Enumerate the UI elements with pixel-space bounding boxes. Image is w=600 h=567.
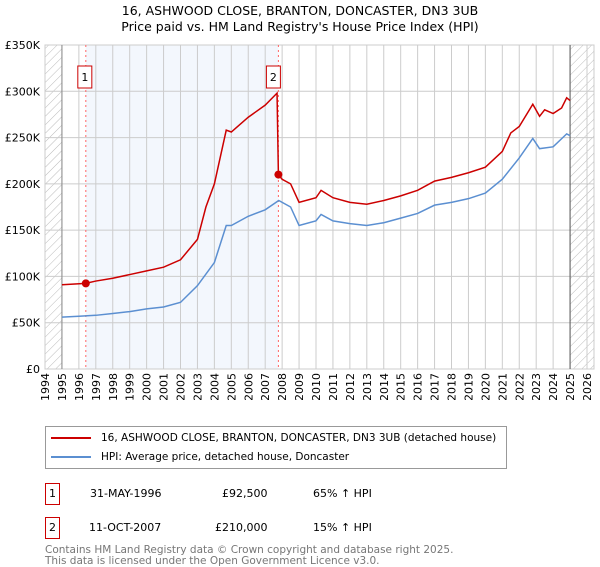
red-line-swatch xyxy=(51,437,91,439)
sale-row-2: 2 11-OCT-2007 £210,000 15% ↑ HPI xyxy=(45,517,445,539)
blue-line-swatch xyxy=(51,456,91,458)
x-tick-label: 2021 xyxy=(496,373,509,400)
x-tick-label: 2006 xyxy=(242,373,255,400)
property-series-line xyxy=(61,91,571,286)
legend-label: HPI: Average price, detached house, Donc… xyxy=(101,451,350,463)
sale-point xyxy=(81,279,90,288)
x-tick-label: 2025 xyxy=(564,373,577,400)
x-tick-label: 2008 xyxy=(276,373,289,400)
sale-date: 31-MAY-1996 xyxy=(90,487,162,500)
chart-title: 16, ASHWOOD CLOSE, BRANTON, DONCASTER, D… xyxy=(121,3,479,18)
sale-label-box xyxy=(77,65,93,89)
hpi-series-line xyxy=(61,132,571,318)
x-tick-label: 2010 xyxy=(310,373,323,400)
y-tick-label: £300K xyxy=(5,85,41,98)
y-tick-label: £150K xyxy=(5,224,41,237)
x-tick-label: 1995 xyxy=(56,373,69,400)
sale-price: £92,500 xyxy=(222,487,268,500)
x-tick-label: 2016 xyxy=(412,373,425,400)
x-tick-label: 2015 xyxy=(395,373,408,400)
y-tick-label: £250K xyxy=(5,132,41,145)
y-tick-label: £100K xyxy=(5,270,41,283)
hatch-after-data xyxy=(570,45,594,369)
x-tick-label: 2022 xyxy=(513,373,526,400)
x-tick-label: 1996 xyxy=(73,373,86,400)
sale-label-box xyxy=(265,65,281,89)
sale-point xyxy=(274,170,283,179)
x-tick-label: 2009 xyxy=(293,373,306,400)
x-tick-label: 2018 xyxy=(446,373,459,400)
sale-row-1: 1 31-MAY-1996 £92,500 65% ↑ HPI xyxy=(45,483,445,505)
x-tick-label: 2004 xyxy=(208,373,221,400)
x-tick-label: 2011 xyxy=(327,373,340,400)
x-tick-label: 1994 xyxy=(39,373,52,400)
x-tick-label: 2000 xyxy=(141,373,154,400)
y-tick-label: £50K xyxy=(12,317,41,330)
footer: Contains HM Land Registry data © Crown c… xyxy=(45,545,453,567)
x-tick-label: 2014 xyxy=(378,373,391,400)
x-tick-label: 2005 xyxy=(225,373,238,400)
hatch-before-data xyxy=(45,45,62,369)
sale-marker-badge: 2 xyxy=(45,517,60,539)
chart-subtitle: Price paid vs. HM Land Registry's House … xyxy=(121,19,479,34)
x-tick-label: 2019 xyxy=(462,373,475,400)
x-tick-label: 2002 xyxy=(175,373,188,400)
price-chart: 1994 1995 1996 1997 1998 1999 2000 2001 2002 2003… xyxy=(5,39,595,400)
footer-line: This data is licensed under the Open Gov… xyxy=(45,555,380,567)
sale-marker-badge: 1 xyxy=(45,483,60,505)
x-tick-label: 2007 xyxy=(259,373,272,400)
legend: 16, ASHWOOD CLOSE, BRANTON, DONCASTER, D… xyxy=(45,426,507,469)
x-tick-label: 1998 xyxy=(107,373,120,400)
x-tick-label: 2026 xyxy=(581,373,594,400)
x-tick-label: 1999 xyxy=(124,373,137,400)
sale-label: 1 xyxy=(81,71,88,84)
x-tick-label: 2003 xyxy=(191,373,204,400)
sale-hpi: 15% ↑ HPI xyxy=(313,521,372,534)
x-tick-label: 2001 xyxy=(158,373,171,400)
x-tick-label: 2023 xyxy=(530,373,543,400)
x-tick-label: 2012 xyxy=(344,373,357,400)
legend-item-property: 16, ASHWOOD CLOSE, BRANTON, DONCASTER, D… xyxy=(51,432,496,444)
sale-price: £210,000 xyxy=(215,521,268,534)
x-tick-label: 1997 xyxy=(90,373,103,400)
sale-hpi: 65% ↑ HPI xyxy=(313,487,372,500)
sale-date: 11-OCT-2007 xyxy=(89,521,162,534)
y-tick-label: £350K xyxy=(5,39,41,52)
y-tick-label: £200K xyxy=(5,178,41,191)
legend-label: 16, ASHWOOD CLOSE, BRANTON, DONCASTER, D… xyxy=(101,432,497,444)
x-tick-label: 2017 xyxy=(429,373,442,400)
x-tick-label: 2013 xyxy=(361,373,374,400)
legend-item-hpi: HPI: Average price, detached house, Donc… xyxy=(51,451,349,463)
x-tick-label: 2020 xyxy=(479,373,492,400)
y-tick-label: £0 xyxy=(26,363,40,376)
footer-line: Contains HM Land Registry data © Crown c… xyxy=(45,544,454,556)
x-tick-label: 2024 xyxy=(547,373,560,400)
sale-label: 2 xyxy=(270,71,277,84)
ownership-shading xyxy=(85,45,279,369)
